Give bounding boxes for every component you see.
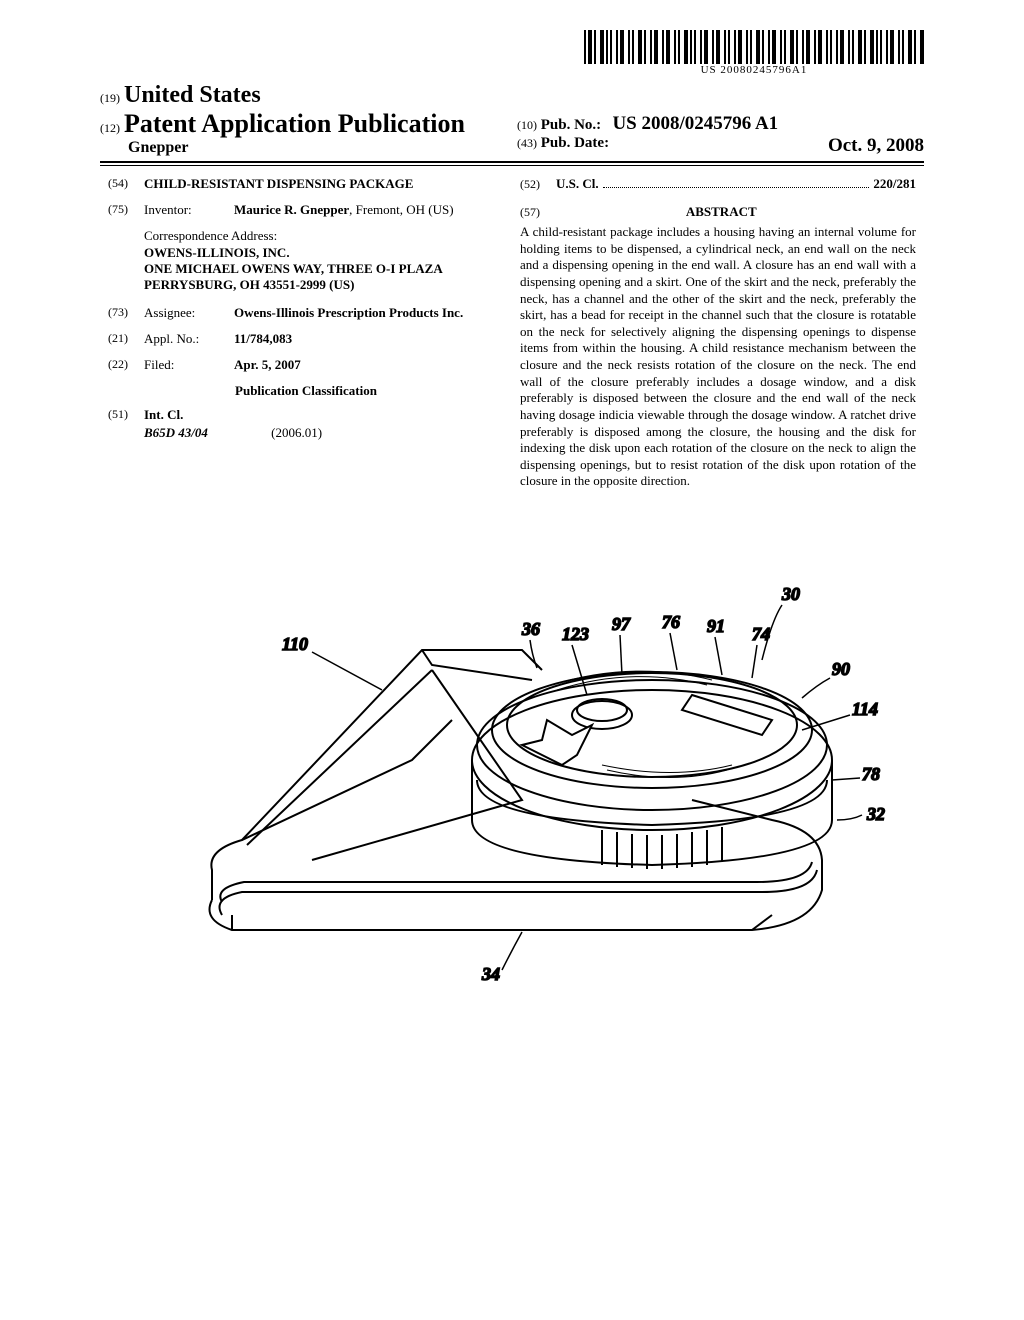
intcl-year: (2006.01) — [271, 425, 322, 440]
assignee-value: Owens-Illinois Prescription Products Inc… — [234, 305, 504, 321]
author: Gnepper — [128, 139, 188, 156]
country: United States — [124, 82, 261, 108]
correspondence-address: Correspondence Address: OWENS-ILLINOIS, … — [144, 228, 504, 293]
code-54: (54) — [108, 176, 144, 192]
corr-line-1: ONE MICHAEL OWENS WAY, THREE O-I PLAZA — [144, 261, 504, 277]
ref-76: 76 — [662, 612, 680, 632]
assignee-label: Assignee: — [144, 305, 234, 321]
ref-34: 34 — [481, 964, 500, 984]
code-21: (21) — [108, 331, 144, 347]
barcode-text: US 20080245796A1 — [584, 64, 924, 76]
right-column: (52) U.S. Cl. 220/281 (57) ABSTRACT A ch… — [512, 176, 924, 490]
header-right: (10) Pub. No.: US 2008/0245796 A1 (43) P… — [507, 113, 924, 157]
title-field: (54) CHILD-RESISTANT DISPENSING PACKAGE — [108, 176, 504, 192]
corr-line-2: PERRYSBURG, OH 43551-2999 (US) — [144, 277, 504, 293]
header-rule — [100, 165, 924, 166]
intcl-value: B65D 43/04 (2006.01) — [144, 425, 504, 441]
inventor-field: (75) Inventor: Maurice R. Gnepper, Fremo… — [108, 202, 504, 218]
header: (19) United States (12) Patent Applicati… — [100, 82, 924, 163]
pub-no-label: Pub. No.: — [541, 117, 601, 133]
intcl-field: (51) Int. Cl. — [108, 407, 504, 423]
code-10: (10) — [517, 118, 537, 132]
header-left: (19) United States (12) Patent Applicati… — [100, 82, 507, 157]
appl-no-value: 11/784,083 — [234, 331, 504, 347]
uscl-field: (52) U.S. Cl. 220/281 — [520, 176, 916, 192]
ref-90: 90 — [832, 659, 850, 679]
assignee-field: (73) Assignee: Owens-Illinois Prescripti… — [108, 305, 504, 321]
barcode: US 20080245796A1 — [584, 30, 924, 76]
invention-title: CHILD-RESISTANT DISPENSING PACKAGE — [144, 176, 504, 192]
barcode-region: US 20080245796A1 — [100, 30, 924, 78]
abstract-text: A child-resistant package includes a hou… — [520, 224, 916, 490]
code-51: (51) — [108, 407, 144, 423]
code-19: (19) — [100, 91, 120, 105]
code-73: (73) — [108, 305, 144, 321]
code-75: (75) — [108, 202, 144, 218]
ref-91: 91 — [707, 616, 725, 636]
corr-line-0: OWENS-ILLINOIS, INC. — [144, 245, 504, 261]
correspondence-label: Correspondence Address: — [144, 228, 504, 244]
code-12: (12) — [100, 121, 120, 135]
appl-no-field: (21) Appl. No.: 11/784,083 — [108, 331, 504, 347]
ref-114: 114 — [852, 699, 878, 719]
code-57: (57) — [520, 205, 540, 219]
abstract-label: ABSTRACT — [543, 204, 899, 220]
inventor-value: Maurice R. Gnepper, Fremont, OH (US) — [234, 202, 504, 218]
code-43: (43) — [517, 136, 537, 150]
patent-page: US 20080245796A1 (19) United States (12)… — [0, 0, 1024, 1320]
bibliographic-data: (54) CHILD-RESISTANT DISPENSING PACKAGE … — [100, 176, 924, 490]
pub-date-label: Pub. Date: — [541, 135, 609, 151]
ref-36: 36 — [521, 619, 540, 639]
inventor-label: Inventor: — [144, 202, 234, 218]
filed-value: Apr. 5, 2007 — [234, 357, 504, 373]
appl-no-label: Appl. No.: — [144, 331, 234, 347]
patent-figure: 30 36 97 76 91 74 90 110 114 123 — [100, 520, 924, 1025]
uscl-label: U.S. Cl. — [556, 176, 599, 192]
ref-97: 97 — [612, 614, 631, 634]
pub-class-header: Publication Classification — [108, 383, 504, 399]
ref-74: 74 — [752, 624, 770, 644]
ref-78: 78 — [862, 764, 880, 784]
inventor-name: Maurice R. Gnepper — [234, 202, 349, 217]
ref-110: 110 — [282, 634, 308, 654]
abstract-block: (57) ABSTRACT — [520, 198, 916, 224]
ref-32: 32 — [866, 804, 885, 824]
ref-123: 123 — [562, 624, 589, 644]
pub-no: US 2008/0245796 A1 — [612, 113, 778, 134]
code-22: (22) — [108, 357, 144, 373]
ref-30: 30 — [781, 584, 800, 604]
intcl-code: B65D 43/04 — [144, 425, 208, 440]
code-52: (52) — [520, 177, 556, 192]
dotted-leader — [603, 186, 870, 188]
uscl-value: 220/281 — [873, 176, 916, 192]
figure-drawing: 30 36 97 76 91 74 90 110 114 123 — [132, 520, 892, 1020]
intcl-label: Int. Cl. — [144, 407, 504, 423]
filed-field: (22) Filed: Apr. 5, 2007 — [108, 357, 504, 373]
publication-type: Patent Application Publication — [124, 109, 465, 138]
filed-label: Filed: — [144, 357, 234, 373]
pub-date: Oct. 9, 2008 — [828, 135, 924, 157]
left-column: (54) CHILD-RESISTANT DISPENSING PACKAGE … — [100, 176, 512, 490]
inventor-location: , Fremont, OH (US) — [349, 202, 453, 217]
